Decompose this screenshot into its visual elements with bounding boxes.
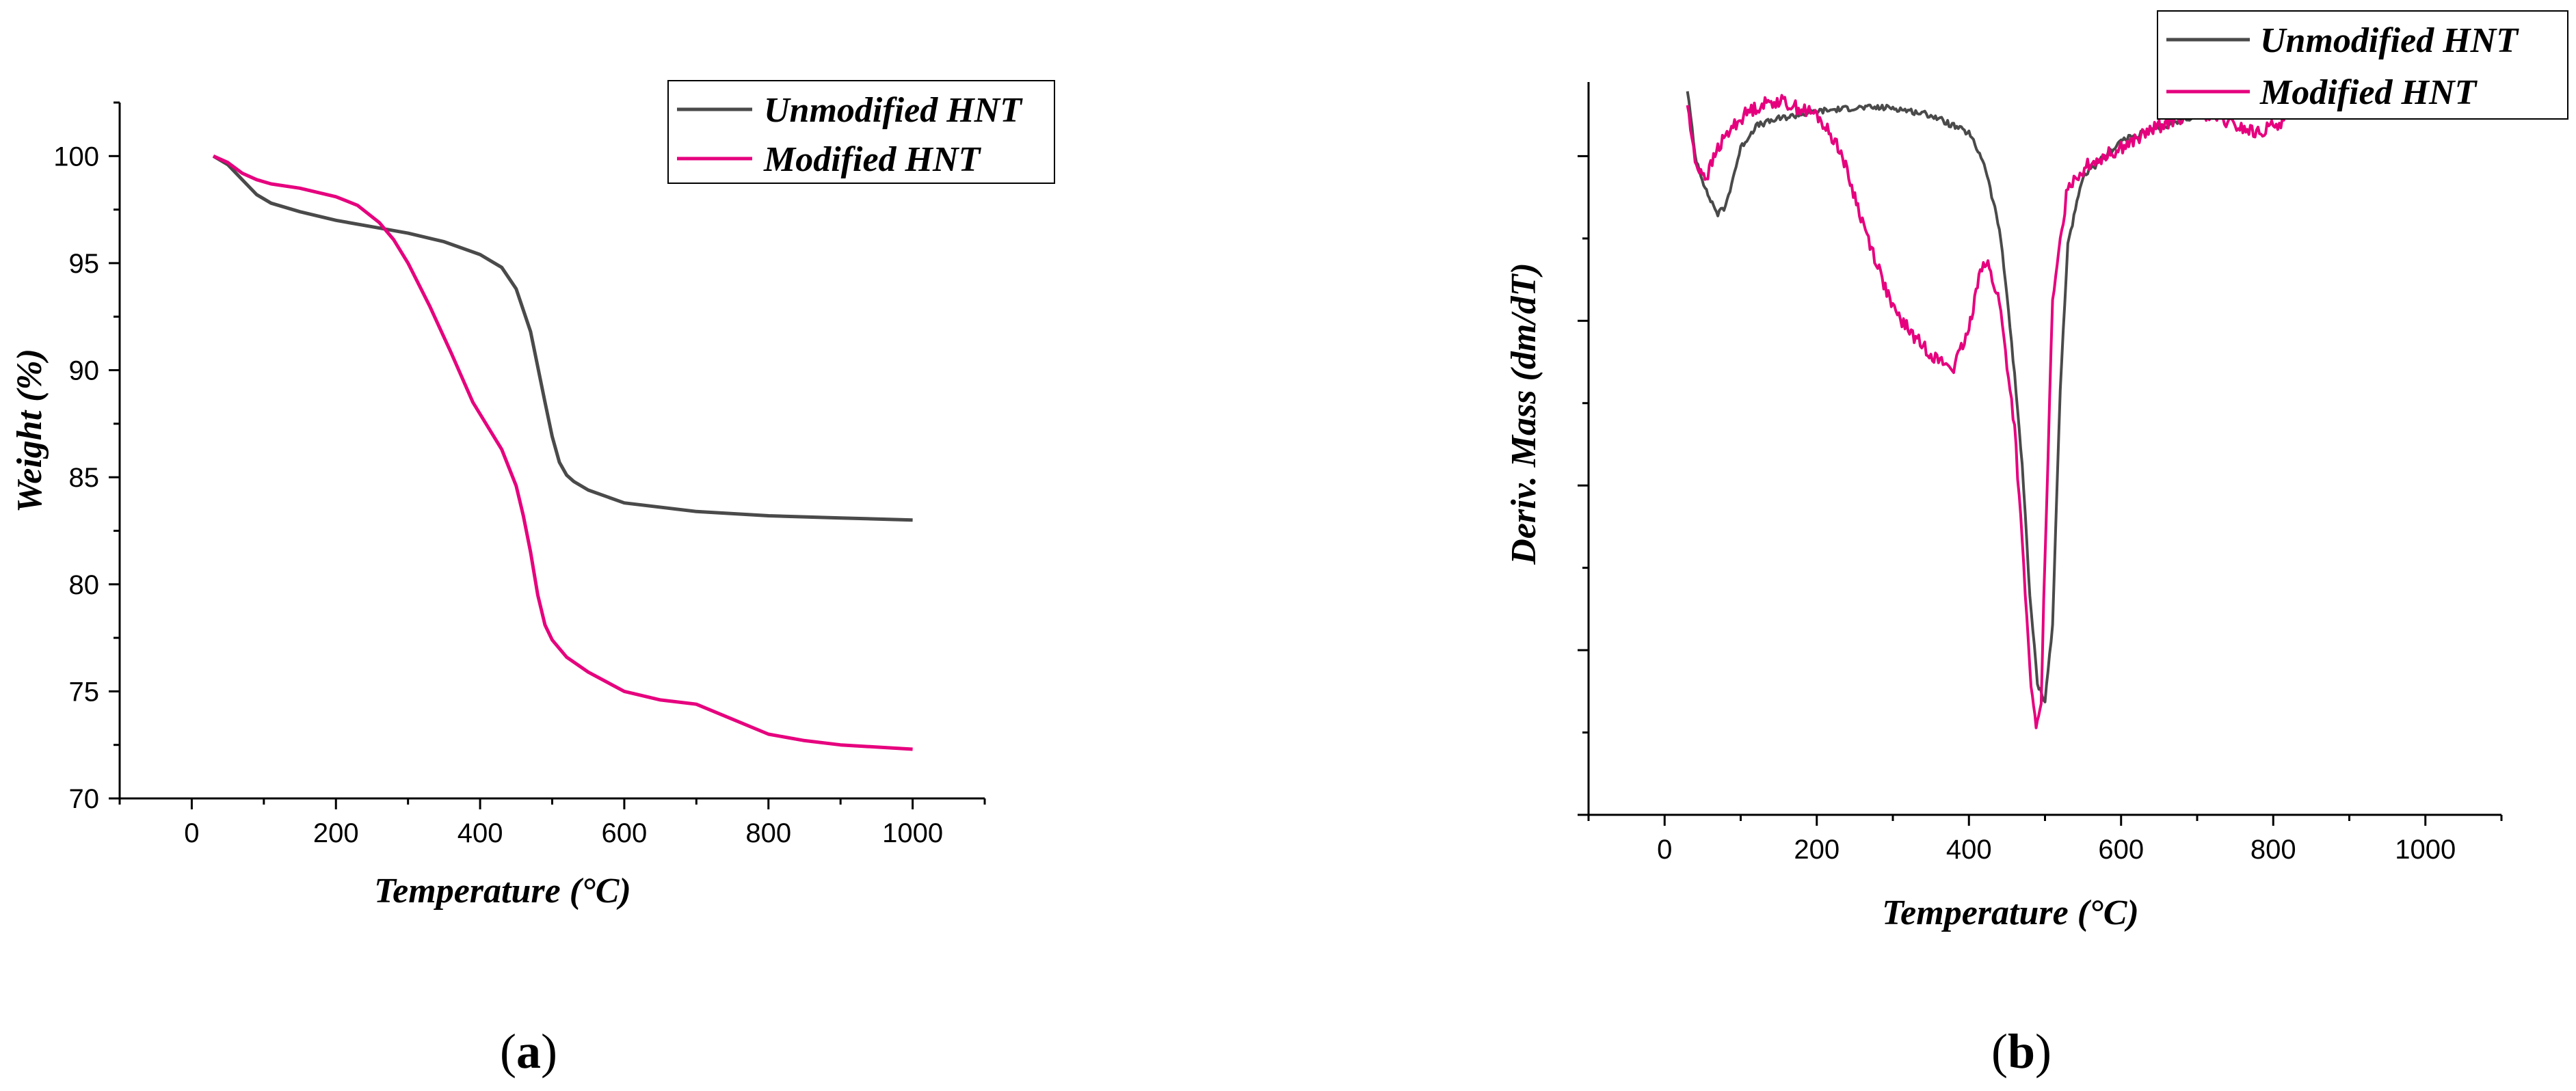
chart-a-axes: 0 200 400 600 800 1000 70 75 80 85 90 95 100 — [53, 101, 986, 848]
chart-b-x-tick-label: 800 — [2250, 835, 2296, 865]
panel-b-label-open: ( — [1991, 1024, 2008, 1079]
chart-a-ylabel: Weight (%) — [10, 349, 49, 513]
chart-b-series-unmodified — [1686, 81, 2427, 703]
chart-b-axes: 0 200 400 600 800 1000 — [1578, 82, 2503, 865]
chart-a-series-modified — [212, 154, 913, 751]
chart-b-series-modified — [1686, 88, 2427, 729]
panel-a-label: (a) — [500, 1024, 557, 1079]
panel-a-label-open: ( — [500, 1024, 516, 1079]
chart-b-x-tick-label: 1000 — [2395, 835, 2456, 865]
chart-a-y-tick-label: 90 — [69, 356, 100, 386]
panel-a-label-letter: a — [516, 1024, 541, 1079]
chart-a-xlabel: Temperature (°C) — [374, 872, 631, 911]
chart-b-legend: Unmodified HNT Modified HNT — [2157, 10, 2568, 120]
panel-b-label-letter: b — [2008, 1024, 2035, 1079]
chart-a-series-unmodified — [212, 154, 913, 522]
chart-b: 0 200 400 600 800 1000 Temperature (°C) Deriv… — [1504, 10, 2568, 1079]
chart-a-x-tick-label: 400 — [457, 818, 503, 848]
chart-b-legend-box — [2157, 10, 2568, 120]
chart-a-y-tick-label: 70 — [69, 784, 100, 814]
chart-a-x-tick-label: 200 — [313, 818, 359, 848]
chart-a-y-tick-label: 85 — [69, 463, 100, 493]
chart-b-x-tick-label: 400 — [1946, 835, 1992, 865]
chart-a-y-tick-label: 80 — [69, 570, 100, 600]
panel-b-label-close: ) — [2035, 1024, 2051, 1079]
chart-b-series — [1686, 81, 2427, 729]
chart-a-y-tick-label: 75 — [69, 677, 100, 707]
chart-a-series — [212, 154, 913, 751]
chart-a-x-tick-label: 0 — [184, 818, 199, 848]
chart-a-legend-label-unmodified: Unmodified HNT — [764, 91, 1023, 130]
panel-a-label-close: ) — [541, 1024, 557, 1079]
chart-b-x-tick-label: 0 — [1657, 835, 1672, 865]
chart-a: 0 200 400 600 800 1000 70 75 80 85 90 95 100 Tempera… — [10, 80, 1055, 1079]
chart-a-legend-box — [667, 80, 1055, 184]
chart-b-legend-label-unmodified: Unmodified HNT — [2260, 21, 2519, 60]
chart-b-legend-label-modified: Modified HNT — [2259, 73, 2478, 112]
chart-a-x-tick-label: 1000 — [882, 818, 943, 848]
chart-b-ylabel: Deriv. Mass (dm/dT) — [1504, 262, 1543, 565]
chart-a-x-tick-label: 800 — [745, 818, 791, 848]
chart-b-xlabel: Temperature (°C) — [1882, 893, 2139, 932]
chart-a-legend: Unmodified HNT Modified HNT — [667, 80, 1055, 184]
chart-a-y-tick-label: 100 — [53, 142, 99, 172]
chart-a-x-tick-label: 600 — [602, 818, 648, 848]
chart-a-legend-label-modified: Modified HNT — [763, 140, 982, 179]
chart-b-x-tick-label: 600 — [2098, 835, 2144, 865]
chart-b-x-tick-label: 200 — [1794, 835, 1840, 865]
panel-b-label: (b) — [1991, 1024, 2051, 1079]
chart-a-y-tick-label: 95 — [69, 249, 100, 279]
